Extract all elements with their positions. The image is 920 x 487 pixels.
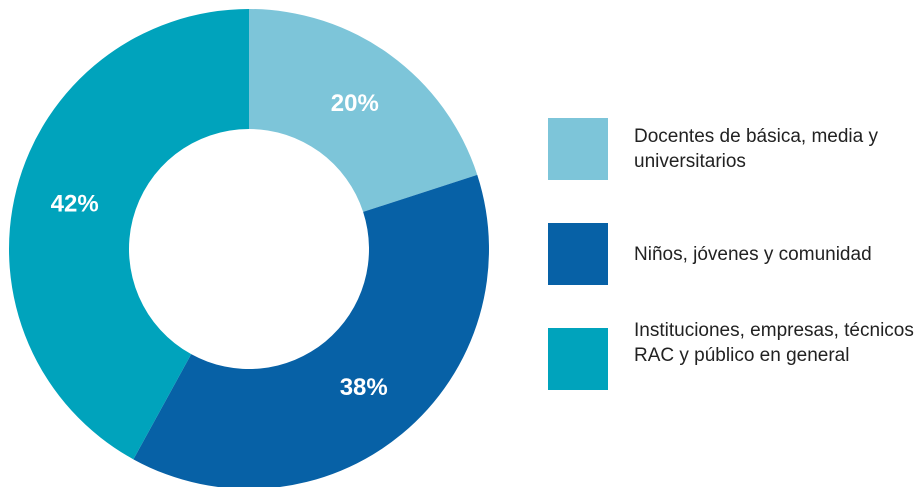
legend: Docentes de básica, media y universitari… xyxy=(548,100,920,430)
slice-ninos xyxy=(133,174,489,487)
donut-chart: 20% 38% 42% xyxy=(8,9,489,487)
slice-instituciones xyxy=(8,9,249,460)
legend-label-ninos: Niños, jóvenes y comunidad xyxy=(634,244,872,265)
legend-label-instituciones: Instituciones, empresas, técnicos RAC y … xyxy=(634,320,914,366)
slice-label-instituciones: 42% xyxy=(51,191,99,218)
legend-swatch-docentes xyxy=(548,118,608,180)
legend-swatch-instituciones xyxy=(548,328,608,390)
legend-item-ninos: Niños, jóvenes y comunidad xyxy=(548,223,920,285)
legend-label-docentes: Docentes de básica, media y universitari… xyxy=(634,126,878,172)
legend-item-docentes: Docentes de básica, media y universitari… xyxy=(548,118,920,180)
legend-item-instituciones: Instituciones, empresas, técnicos RAC y … xyxy=(548,320,920,390)
slice-docentes xyxy=(249,9,478,212)
slice-label-docentes: 20% xyxy=(331,90,379,117)
slice-label-ninos: 38% xyxy=(340,374,388,401)
legend-swatch-ninos xyxy=(548,223,608,285)
